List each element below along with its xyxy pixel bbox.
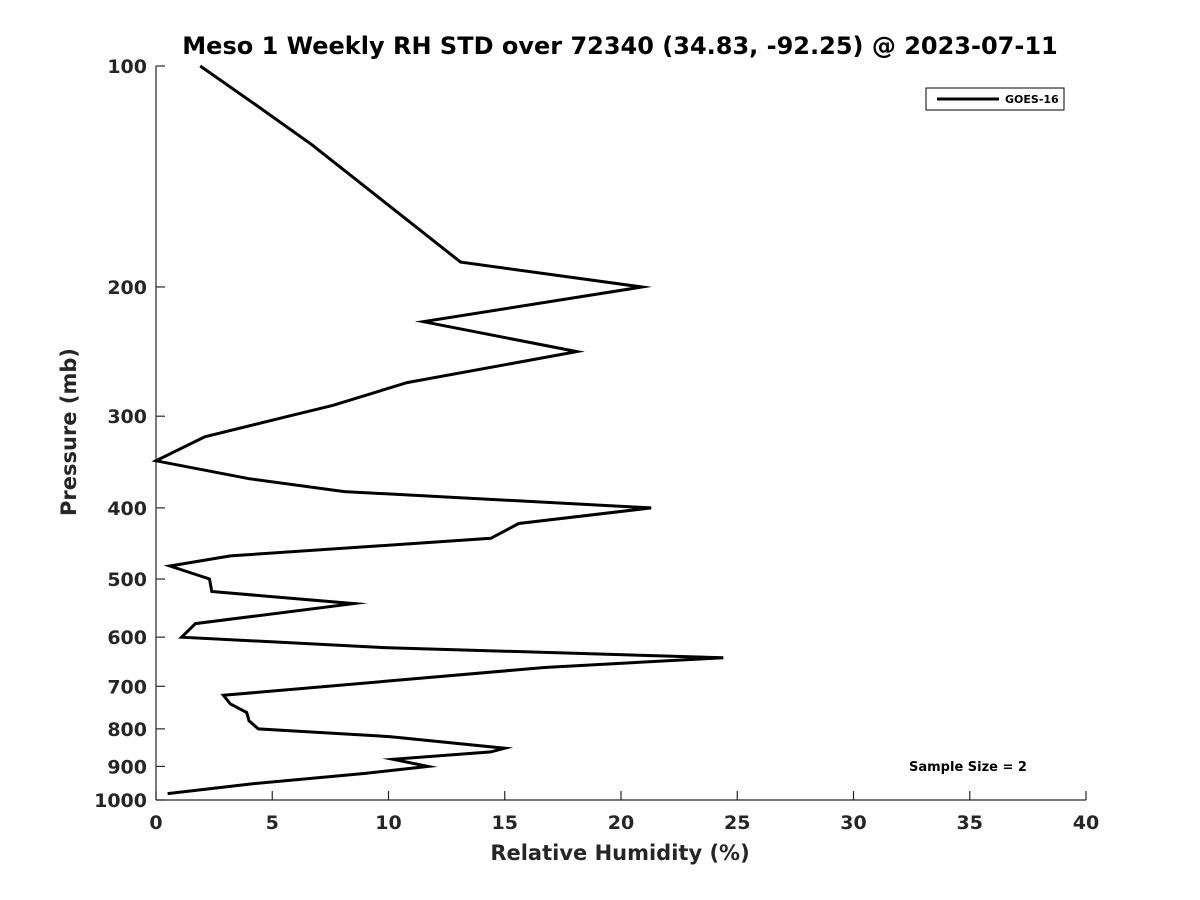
y-tick-label: 600 xyxy=(107,627,147,649)
y-axis-ticks: 100 200 300 400 500 600 700 800 900 1000 xyxy=(94,56,165,812)
x-tick-label: 15 xyxy=(492,812,518,834)
x-tick-label: 40 xyxy=(1073,812,1099,834)
y-tick-label: 300 xyxy=(107,406,147,428)
y-tick-label: 900 xyxy=(107,756,147,778)
series-group xyxy=(151,64,724,796)
chart-title: Meso 1 Weekly RH STD over 72340 (34.83, … xyxy=(182,32,1057,60)
y-axis-label: Pressure (mb) xyxy=(57,348,81,516)
x-tick-label: 10 xyxy=(375,812,401,834)
y-tick-label: 1000 xyxy=(94,790,147,812)
x-tick-label: 20 xyxy=(608,812,634,834)
x-axis-label: Relative Humidity (%) xyxy=(490,841,749,865)
x-tick-label: 5 xyxy=(266,812,279,834)
legend-label-goes16: GOES-16 xyxy=(1005,93,1059,106)
sample-size-annotation: Sample Size = 2 xyxy=(909,760,1027,775)
y-tick-label: 700 xyxy=(107,676,147,698)
x-tick-label: 30 xyxy=(840,812,866,834)
y-tick-label: 100 xyxy=(107,56,147,78)
y-tick-label: 500 xyxy=(107,569,147,591)
legend: GOES-16 xyxy=(925,87,1065,111)
y-tick-label: 400 xyxy=(107,498,147,520)
x-tick-label: 25 xyxy=(724,812,750,834)
series-line-0 xyxy=(151,64,724,796)
x-axis-ticks: 0 5 10 15 20 25 30 35 40 xyxy=(149,791,1099,834)
y-tick-label: 200 xyxy=(107,277,147,299)
x-tick-label: 35 xyxy=(957,812,983,834)
y-tick-label: 800 xyxy=(107,719,147,741)
x-tick-label: 0 xyxy=(149,812,162,834)
